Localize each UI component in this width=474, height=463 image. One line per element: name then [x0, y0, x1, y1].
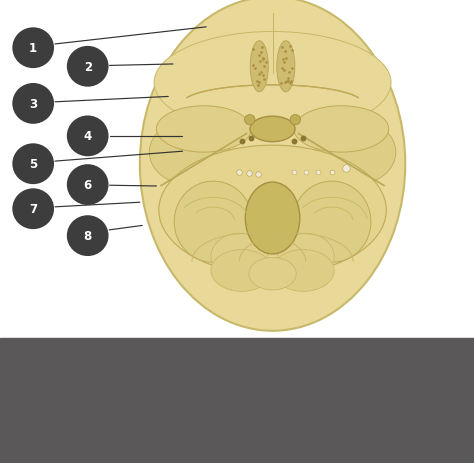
Circle shape — [12, 84, 54, 125]
Circle shape — [67, 165, 109, 206]
Ellipse shape — [249, 258, 296, 290]
Circle shape — [12, 144, 54, 185]
Text: 6: 6 — [83, 179, 92, 192]
Circle shape — [67, 116, 109, 157]
Circle shape — [12, 28, 54, 69]
Ellipse shape — [277, 42, 295, 93]
Text: 4: 4 — [83, 130, 92, 143]
Ellipse shape — [211, 250, 273, 292]
Ellipse shape — [290, 115, 301, 125]
Ellipse shape — [250, 117, 295, 143]
Text: 5: 5 — [29, 158, 37, 171]
Ellipse shape — [174, 181, 252, 263]
Text: 3: 3 — [29, 98, 37, 111]
Ellipse shape — [292, 181, 371, 263]
Text: 1: 1 — [29, 42, 37, 55]
Ellipse shape — [245, 115, 255, 125]
Ellipse shape — [211, 234, 268, 280]
Ellipse shape — [315, 120, 396, 185]
Ellipse shape — [245, 182, 300, 255]
Ellipse shape — [154, 32, 391, 134]
Ellipse shape — [156, 106, 251, 153]
Circle shape — [67, 47, 109, 88]
Ellipse shape — [140, 0, 405, 331]
Ellipse shape — [159, 146, 386, 275]
Ellipse shape — [250, 42, 268, 93]
Text: 7: 7 — [29, 203, 37, 216]
Ellipse shape — [294, 106, 389, 153]
Ellipse shape — [149, 120, 230, 185]
Ellipse shape — [273, 250, 334, 292]
Bar — [0, 338, 474, 463]
Text: 8: 8 — [83, 230, 92, 243]
Ellipse shape — [277, 234, 334, 280]
Circle shape — [12, 189, 54, 230]
Circle shape — [67, 216, 109, 257]
Text: 2: 2 — [83, 61, 92, 74]
